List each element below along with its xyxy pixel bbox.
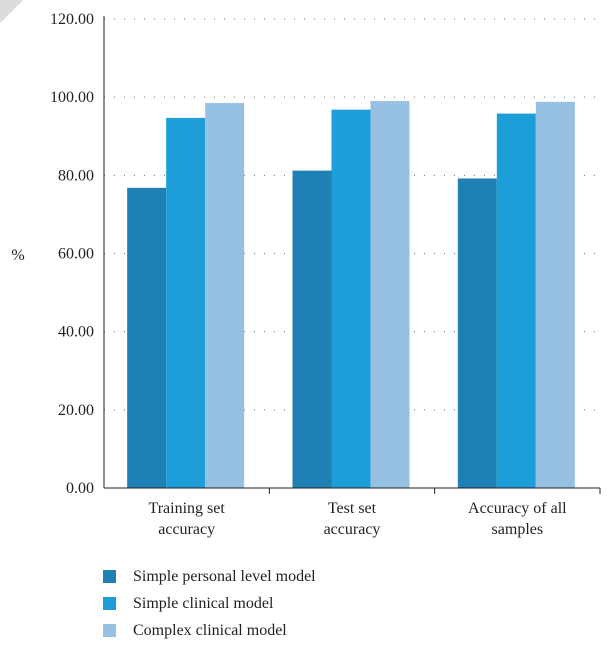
bar	[292, 170, 332, 489]
legend-swatch	[103, 597, 116, 610]
legend-swatch	[103, 624, 116, 637]
x-category-label: Test set	[328, 500, 377, 517]
bar	[535, 101, 575, 489]
legend-item: Complex clinical model	[103, 617, 316, 644]
axes	[103, 16, 601, 494]
x-category-label: accuracy	[158, 521, 215, 538]
bar	[205, 103, 245, 488]
y-tick-label: 20.00	[58, 402, 94, 419]
y-axis-label: %	[11, 247, 24, 264]
legend-label: Simple clinical model	[133, 594, 274, 612]
y-tick-labels: 0.00 20.00 40.00 60.00 80.00 100.00 120.00	[50, 11, 94, 497]
y-tick-label: 40.00	[58, 324, 94, 341]
legend-swatch	[103, 570, 116, 583]
x-category-label: Accuracy of all	[468, 500, 567, 517]
x-category-label: accuracy	[324, 521, 381, 538]
y-tick-label: 120.00	[50, 11, 94, 28]
legend-item: Simple clinical model	[103, 590, 316, 617]
bars	[127, 101, 575, 489]
legend: Simple personal level model Simple clinic…	[103, 563, 316, 644]
bar	[496, 113, 536, 488]
legend-label: Complex clinical model	[133, 621, 287, 639]
category-labels: Training set accuracy Test set accuracy Accu…	[149, 500, 568, 538]
y-tick-label: 80.00	[58, 167, 94, 184]
bar	[457, 178, 497, 488]
x-category-label: samples	[492, 521, 544, 538]
bar	[127, 187, 167, 488]
bar	[370, 101, 410, 488]
y-tick-label: 0.00	[66, 480, 94, 497]
legend-label: Simple personal level model	[133, 567, 316, 585]
bar	[331, 109, 371, 488]
bar	[166, 117, 206, 489]
x-category-label: Training set	[149, 500, 226, 517]
y-tick-label: 100.00	[50, 89, 94, 106]
legend-item: Simple personal level model	[103, 563, 316, 590]
y-tick-label: 60.00	[58, 246, 94, 263]
